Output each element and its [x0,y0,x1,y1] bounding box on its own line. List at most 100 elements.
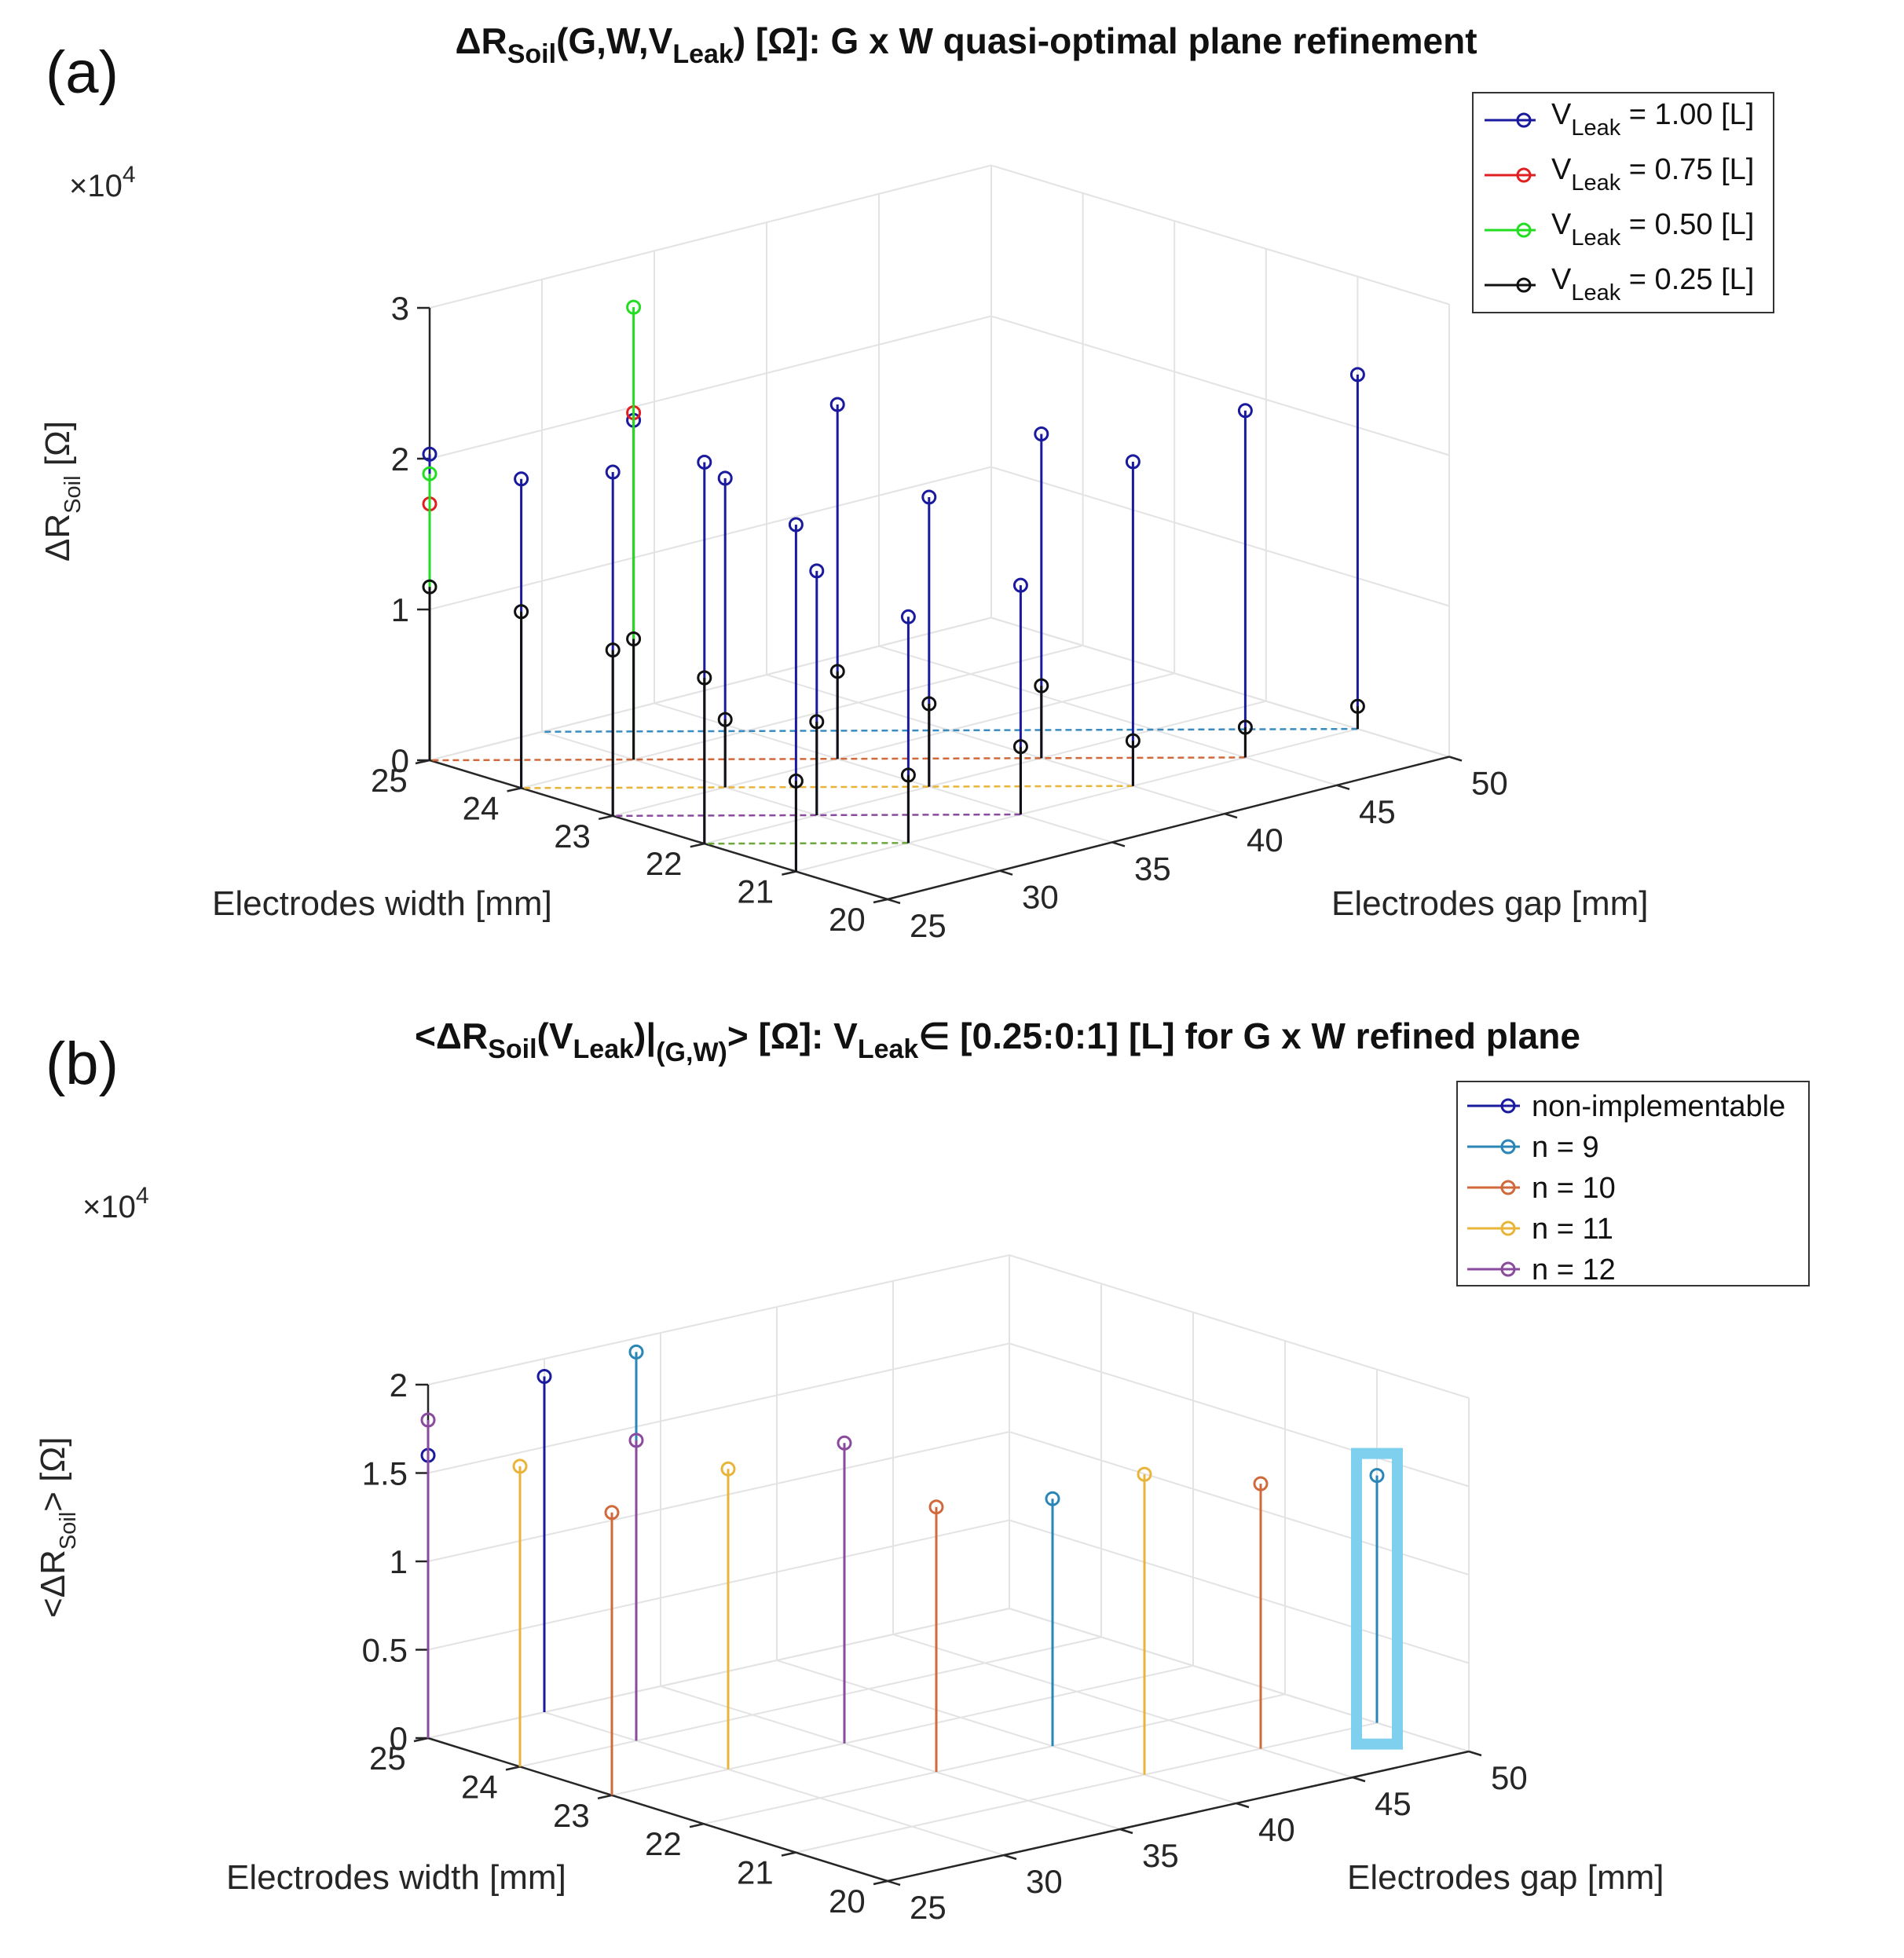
z-tick-2: 2 [390,1367,408,1404]
gap-tick-mark-35 [1119,1828,1133,1835]
gap-tick-45: 45 [1359,793,1396,830]
gridline-width-24 [521,192,1084,789]
stem-marker-s3-p0 [422,579,438,595]
width-tick-mark-20 [873,898,888,904]
panel-a-legend-box [1472,92,1774,313]
z-tick-1: 1 [391,591,409,628]
width-tick-mark-24 [505,1766,521,1771]
panel-a-gridlines [429,164,1450,900]
panel-b-title: <ΔRSoil(VLeak)|(G,W)> [Ω]: VLeak∈ [0.25:… [415,1016,1580,1067]
gridline-z-2 [427,1253,1470,1399]
width-tick-mark-23 [597,1794,613,1800]
gridline-z-1 [427,1430,1470,1576]
panel-a-stems [422,299,1365,872]
z-tick-2: 2 [391,441,409,478]
stem-marker-s2-p0 [604,1505,620,1521]
stem-marker-s0-p14 [1237,403,1253,419]
stem-marker-s0-p2 [605,464,621,480]
contour-line-n13 [704,842,909,845]
stem-marker-s3-p15 [1349,698,1365,714]
stem-marker-s3-p1 [514,604,529,620]
z-tick-0: 0 [390,1720,408,1757]
gridline-gap-50 [990,165,1450,758]
stem-marker-s3-p8 [900,767,916,783]
gridline-gap-30 [544,1359,1005,1856]
legend-entry-1: n = 9 [1532,1131,1599,1164]
gridline-gap-35 [654,251,1113,844]
gap-tick-50: 50 [1491,1759,1528,1796]
stem-marker-s3-p3 [697,670,712,686]
stem-marker-s3-p10 [921,696,937,712]
gap-tick-mark-25 [887,1879,901,1887]
width-tick-24: 24 [461,1768,498,1805]
panel-b-highlight-box [1351,1447,1403,1750]
width-tick-22: 22 [645,1825,682,1862]
width-tick-mark-21 [781,1851,796,1857]
width-tick-21: 21 [737,1854,774,1891]
contour-line-n10 [429,756,1246,762]
stem-marker-s0-p4 [788,517,804,533]
gridline-width-22 [703,1341,1286,1825]
contour-line-n12 [613,813,1021,818]
gap-tick-mark-35 [1111,841,1126,847]
gap-tick-mark-40 [1224,812,1238,819]
legend-entry-3: VLeak = 0.25 [L] [1551,263,1754,306]
width-tick-22: 22 [646,845,683,882]
gridline-z-0 [427,1607,1470,1752]
stem-marker-s2-p0 [422,466,438,481]
z-tick-1.5: 1.5 [362,1455,408,1492]
panel-b-legend-box [1456,1081,1810,1286]
legend-entry-4: n = 12 [1532,1253,1616,1286]
stem-marker-s0-p12 [1034,426,1049,441]
stem-marker-s0-p7 [809,563,825,579]
legend-marker-0 [1516,112,1532,128]
gap-tick-mark-40 [1236,1802,1250,1809]
stem-marker-s0-p8 [900,609,916,624]
z-tick-1: 1 [390,1543,408,1580]
legend-entry-3: n = 11 [1532,1213,1613,1246]
panel-b-z-label: <ΔRSoil> [Ω] [34,1437,81,1619]
panel-b-y-label: Electrodes width [mm] [226,1858,566,1897]
width-tick-20: 20 [829,901,866,938]
stem-marker-s0-p10 [921,489,937,505]
stem-marker-s3-p14 [1237,719,1253,735]
panel-b-label: (b) [46,1030,119,1097]
width-tick-23: 23 [553,1797,590,1834]
stem-marker-s3-p6 [717,712,733,727]
panel-a-y-label: Electrodes width [mm] [212,884,552,923]
width-tick-21: 21 [737,873,774,910]
gridline-gap-45 [878,193,1338,786]
panel-a-x-label: Electrodes gap [mm] [1331,884,1649,923]
legend-marker-3 [1516,277,1532,293]
gridline-z-1.5 [427,1342,1470,1488]
legend-entry-0: VLeak = 1.00 [L] [1551,98,1754,141]
stem-marker-s3-p12 [1034,678,1049,694]
width-tick-25: 25 [371,762,408,799]
stem-marker-s2-p1 [626,299,642,315]
gap-axis [887,1750,1470,1883]
stem-marker-s0-p1 [514,471,529,487]
gap-tick-25: 25 [910,1889,947,1926]
gap-tick-mark-50 [1448,756,1463,762]
legend-entry-2: n = 10 [1532,1172,1616,1205]
width-tick-mark-22 [690,842,705,848]
legend-entry-1: VLeak = 0.75 [L] [1551,153,1754,196]
gridline-z-3 [429,164,1450,309]
stem-marker-s3-p4 [788,773,804,789]
gap-tick-25: 25 [910,907,947,944]
width-axis [429,759,888,901]
gridline-width-21 [795,1369,1378,1854]
panel-a: (a) ΔRSoil(G,W,VLeak) [Ω]: G x W quasi-o… [38,20,1774,944]
gridline-width-21 [796,276,1359,873]
gap-tick-mark-30 [999,869,1013,876]
width-tick-20: 20 [829,1883,866,1920]
stem-marker-s3-p9 [829,664,845,679]
gap-tick-50: 50 [1471,765,1508,802]
gap-tick-mark-30 [1003,1854,1017,1861]
gridline-width-24 [519,1283,1102,1768]
width-tick-mark-22 [689,1822,705,1828]
gridline-z-1 [429,466,1450,610]
width-tick-mark-23 [598,814,613,821]
